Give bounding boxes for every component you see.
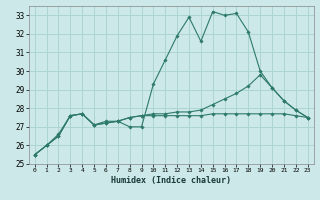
- X-axis label: Humidex (Indice chaleur): Humidex (Indice chaleur): [111, 176, 231, 185]
